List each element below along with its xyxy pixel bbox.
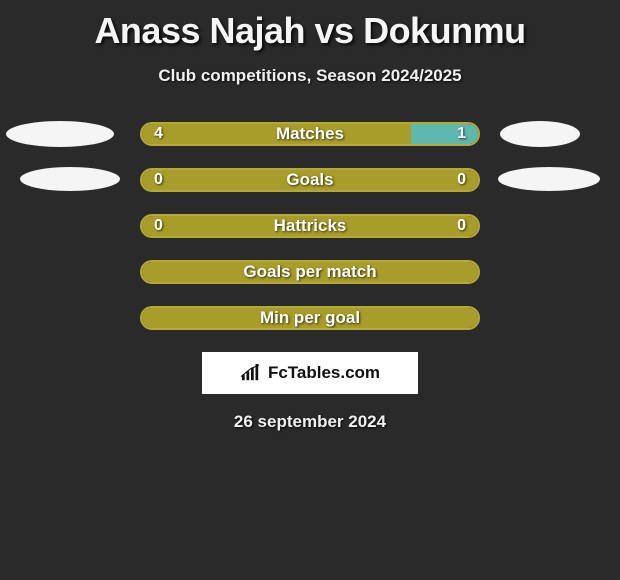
stat-row: 0 0 Goals xyxy=(0,168,620,192)
stat-bar: 0 0 Hattricks xyxy=(140,214,480,238)
bar-segment xyxy=(411,124,478,144)
stat-value-right: 0 xyxy=(457,171,466,189)
stat-bar: 0 0 Goals xyxy=(140,168,480,192)
stat-value-left: 4 xyxy=(154,125,163,143)
stat-row: Min per goal xyxy=(0,306,620,330)
stat-row: 4 1 Matches xyxy=(0,122,620,146)
player-marker-right xyxy=(498,167,600,191)
stat-value-right: 1 xyxy=(457,125,466,143)
comparison-subtitle: Club competitions, Season 2024/2025 xyxy=(0,66,620,86)
comparison-title: Anass Najah vs Dokunmu xyxy=(0,0,620,52)
stat-value-left: 0 xyxy=(154,171,163,189)
stat-bar: 4 1 Matches xyxy=(140,122,480,146)
stat-value-left: 0 xyxy=(154,217,163,235)
player-marker-right xyxy=(500,121,580,147)
stat-label: Matches xyxy=(276,124,344,144)
stat-label: Min per goal xyxy=(260,308,360,328)
stat-bar: Goals per match xyxy=(140,260,480,284)
stat-label: Goals xyxy=(286,170,333,190)
player-marker-left xyxy=(6,121,114,147)
comparison-chart: 4 1 Matches 0 0 Goals 0 0 Hattricks Goals per mat… xyxy=(0,122,620,330)
source-logo-text: FcTables.com xyxy=(268,363,380,383)
stat-value-right: 0 xyxy=(457,217,466,235)
snapshot-date: 26 september 2024 xyxy=(0,412,620,432)
source-logo: FcTables.com xyxy=(202,352,418,394)
stat-label: Hattricks xyxy=(274,216,347,236)
player-marker-left xyxy=(20,167,120,191)
stat-label: Goals per match xyxy=(243,262,376,282)
stat-bar: Min per goal xyxy=(140,306,480,330)
stat-row: 0 0 Hattricks xyxy=(0,214,620,238)
bar-chart-icon xyxy=(240,364,262,382)
stat-row: Goals per match xyxy=(0,260,620,284)
